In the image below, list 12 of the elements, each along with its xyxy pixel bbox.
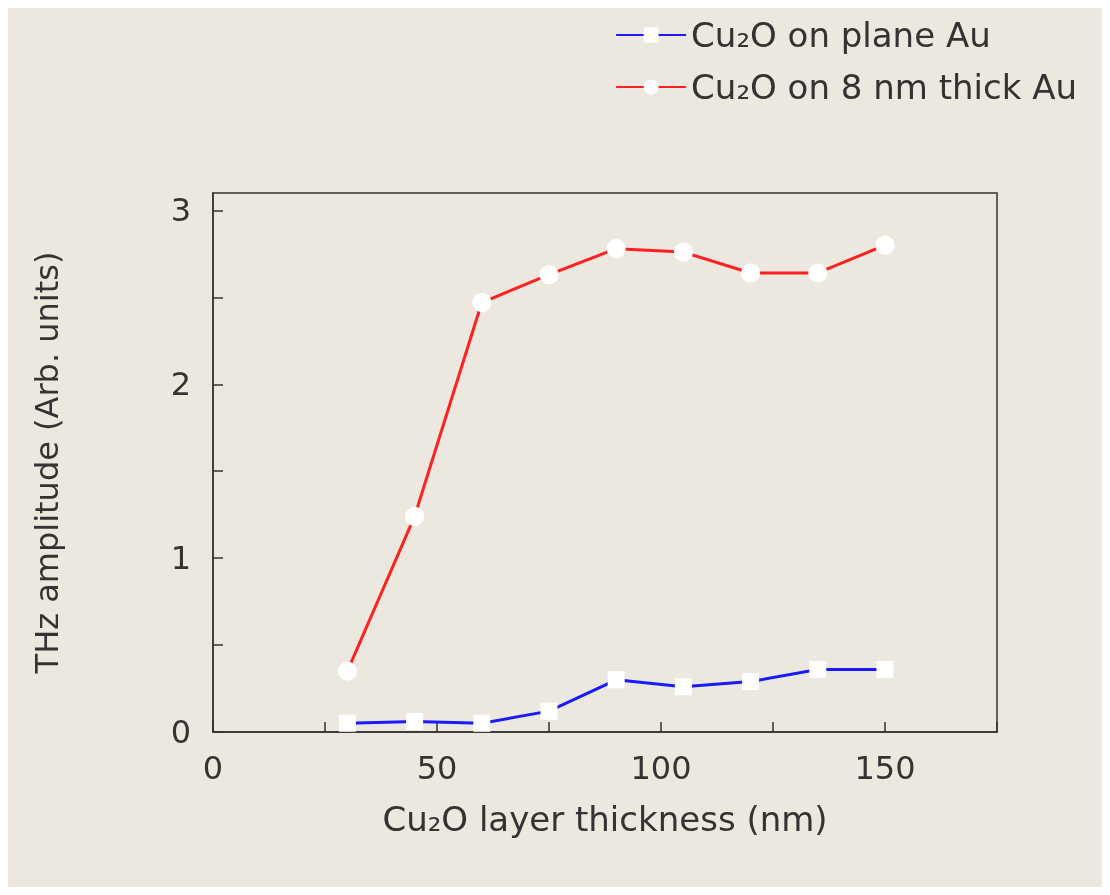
y-tick-label: 1	[170, 539, 191, 578]
y-tick-label: 3	[170, 191, 191, 230]
legend-label: Cu₂O on plane Au	[691, 15, 991, 55]
y-tick-label: 0	[170, 713, 191, 751]
x-tick-label: 50	[416, 749, 458, 787]
y-axis-title: THz amplitude (Arb. units)	[28, 251, 66, 675]
x-tick-label: 100	[630, 749, 692, 787]
legend-label: Cu₂O on 8 nm thick Au	[691, 67, 1077, 107]
y-tick-label: 2	[170, 365, 191, 404]
x-tick-label: 0	[202, 749, 224, 787]
x-tick-label: 150	[854, 749, 916, 787]
x-axis-title: Cu₂O layer thickness (nm)	[382, 799, 828, 839]
